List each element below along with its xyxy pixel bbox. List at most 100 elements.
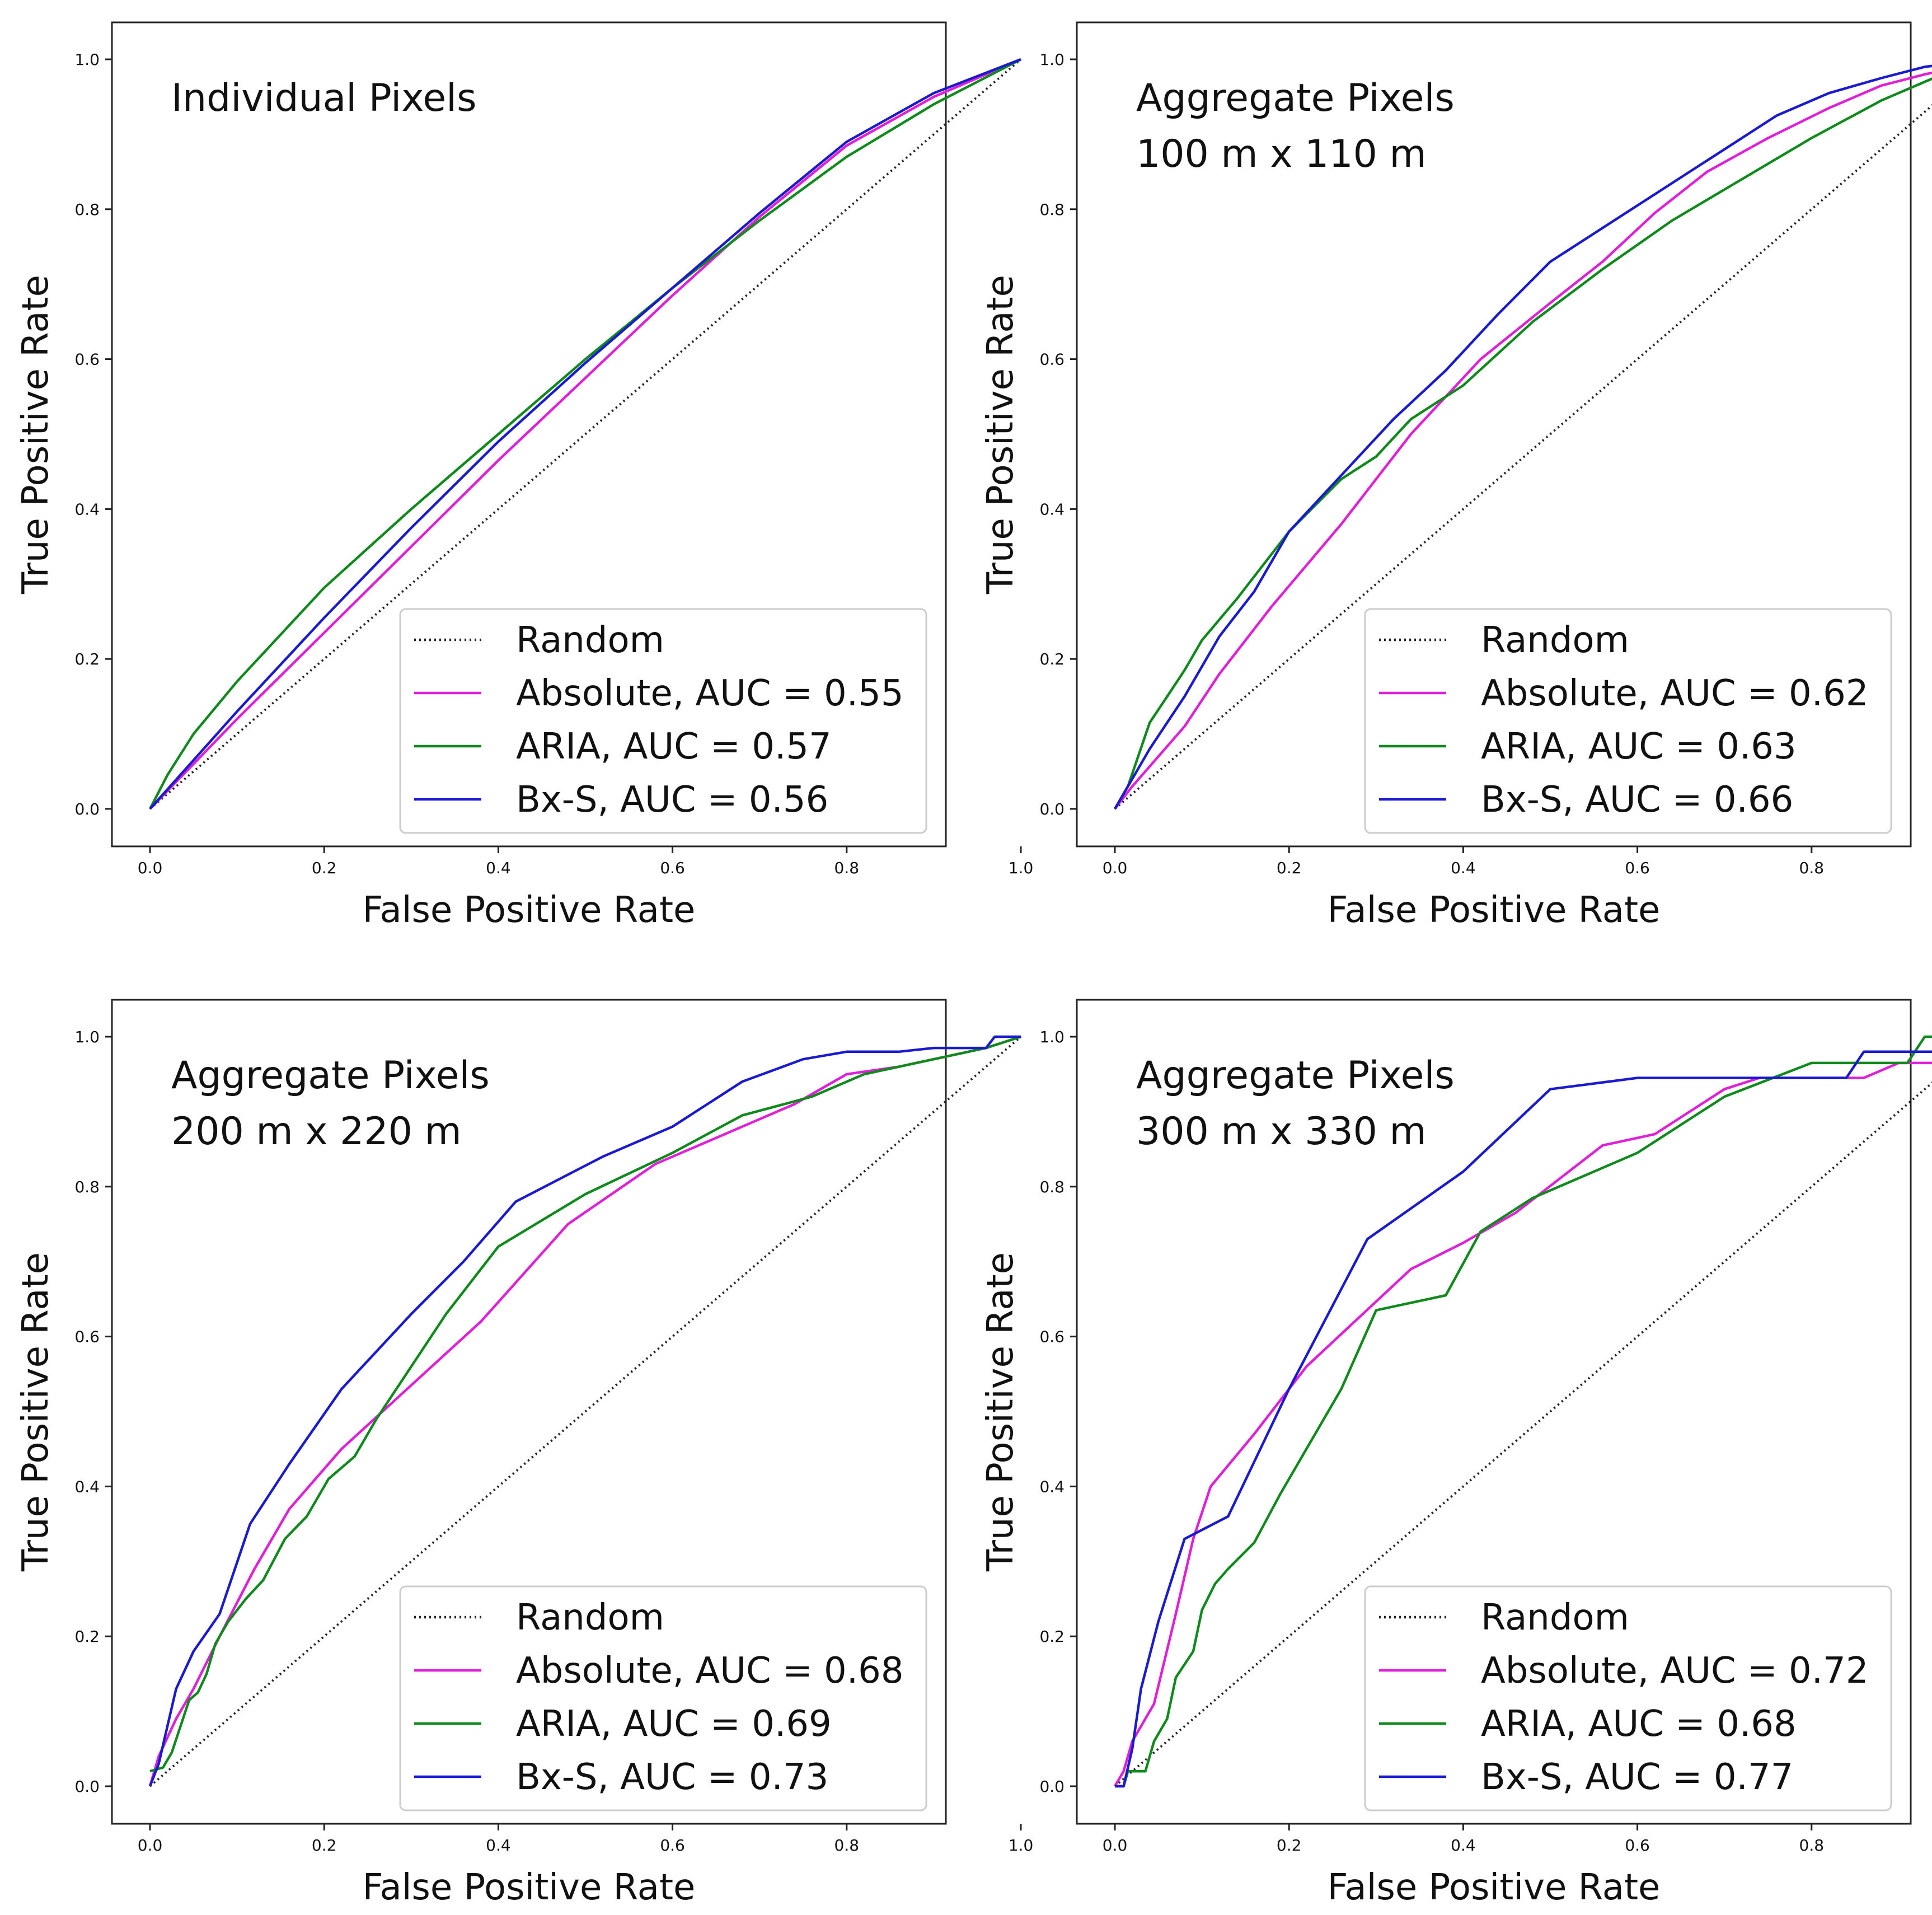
panel-subtitle: 100 m x 110 m <box>1136 132 1427 176</box>
y-tick-label: 1.0 <box>1039 50 1065 69</box>
panel-title: Aggregate Pixels <box>1136 76 1455 120</box>
series-line-bx-s <box>148 1035 1021 1787</box>
series-line-aria <box>149 58 1022 810</box>
legend-label: ARIA, AUC = 0.63 <box>1481 726 1797 767</box>
y-tick-label: 0.2 <box>1039 1627 1065 1646</box>
x-tick-label: 0.4 <box>486 859 511 877</box>
roc-panel-1: 0.0 0.2 0.4 0.6 0.8 1.0 0.0 0.2 0.4 0.6 0.8 1.0 Fals… <box>15 21 1034 931</box>
y-tick-label: 0.8 <box>1039 200 1065 219</box>
y-axis-label: True Positive Rate <box>15 1252 57 1572</box>
y-tick-label: 1.0 <box>1039 1028 1065 1046</box>
legend-label: Random <box>516 1597 664 1638</box>
series-line-aria <box>149 1035 1021 1773</box>
x-tick-label: 0.0 <box>138 859 163 877</box>
x-tick-label: 0.8 <box>834 859 860 877</box>
series-line-absolute <box>1114 1061 1932 1787</box>
x-tick-label: 0.8 <box>834 1836 860 1855</box>
panel-subtitle: 200 m x 220 m <box>171 1109 462 1154</box>
legend-box <box>399 608 927 834</box>
legend-label: Bx-S, AUC = 0.73 <box>516 1757 828 1798</box>
x-tick-label: 0.2 <box>312 859 337 877</box>
y-tick-label: 0.4 <box>1039 500 1065 518</box>
legend: Random Absolute, AUC = 0.68 ARIA, AUC = 0.… <box>399 1585 927 1811</box>
y-tick-label: 0.4 <box>74 1477 100 1496</box>
series-line-bx-s <box>1115 1050 1932 1788</box>
x-tick-label: 0.4 <box>486 1836 511 1855</box>
x-tick-label: 0.4 <box>1451 859 1476 877</box>
legend-box <box>1364 608 1892 834</box>
x-tick-label: 0.0 <box>1103 859 1128 877</box>
legend-label: ARIA, AUC = 0.57 <box>516 726 832 767</box>
series-line-random <box>149 1036 1022 1787</box>
legend-label: Absolute, AUC = 0.72 <box>1481 1650 1869 1692</box>
series-line-random <box>1114 1081 1932 1787</box>
legend-label: Absolute, AUC = 0.68 <box>516 1650 904 1692</box>
series-line-random <box>1114 104 1932 810</box>
y-tick-label: 0.2 <box>74 1627 100 1646</box>
legend-box <box>399 1585 927 1811</box>
x-tick-label: 0.0 <box>1103 1836 1128 1855</box>
y-tick-label: 0.0 <box>1039 1777 1065 1796</box>
series-line-bx-s <box>149 58 1021 810</box>
roc-panel-4: 0.0 0.2 0.4 0.6 0.8 1.0 0.0 0.2 0.4 0.6 0.8 1.0 Fals… <box>980 999 1932 1908</box>
series-line-aria <box>1115 1035 1932 1788</box>
x-tick-label: 1.0 <box>1009 1836 1034 1855</box>
panel-title: Aggregate Pixels <box>1136 1054 1455 1098</box>
y-tick-label: 0.6 <box>74 350 100 369</box>
y-axis-label: True Positive Rate <box>15 275 57 594</box>
legend: Random Absolute, AUC = 0.62 ARIA, AUC = 0.… <box>1364 608 1892 834</box>
x-tick-label: 0.6 <box>1625 1836 1650 1855</box>
y-tick-label: 0.8 <box>74 1178 100 1196</box>
plot-frame <box>111 21 947 848</box>
roc-panel-2: 0.0 0.2 0.4 0.6 0.8 1.0 0.0 0.2 0.4 0.6 0.8 1.0 Fals… <box>980 21 1932 931</box>
y-axis-label: True Positive Rate <box>980 275 1021 594</box>
x-tick-label: 0.2 <box>1277 859 1302 877</box>
legend-label: Random <box>516 620 664 661</box>
series-line-random <box>149 58 1022 810</box>
y-tick-label: 0.0 <box>1039 800 1065 818</box>
x-axis-label: False Positive Rate <box>363 889 696 931</box>
series-line-absolute <box>149 58 1021 810</box>
x-tick-label: 0.4 <box>1451 1836 1476 1855</box>
panel-title: Individual Pixels <box>171 76 477 120</box>
x-tick-label: 0.8 <box>1799 1836 1825 1855</box>
y-tick-label: 0.2 <box>74 650 100 668</box>
legend-label: ARIA, AUC = 0.68 <box>1481 1703 1797 1745</box>
x-tick-label: 0.6 <box>660 859 685 877</box>
legend-label: Random <box>1481 620 1629 661</box>
x-axis-label: False Positive Rate <box>1328 889 1661 931</box>
series-line-absolute <box>1114 71 1932 810</box>
x-tick-label: 0.0 <box>138 1836 163 1855</box>
roc-panel-3: 0.0 0.2 0.4 0.6 0.8 1.0 0.0 0.2 0.4 0.6 0.8 1.0 Fals… <box>15 999 1034 1908</box>
legend-label: Bx-S, AUC = 0.66 <box>1481 779 1793 821</box>
y-tick-label: 0.4 <box>1039 1477 1065 1496</box>
y-tick-label: 1.0 <box>74 1028 100 1046</box>
panel-subtitle: 300 m x 330 m <box>1136 1109 1427 1154</box>
x-tick-label: 0.2 <box>312 1836 337 1855</box>
x-tick-label: 0.8 <box>1799 859 1825 877</box>
legend-label: Bx-S, AUC = 0.77 <box>1481 1757 1793 1798</box>
x-tick-label: 0.6 <box>660 1836 685 1855</box>
y-tick-label: 0.6 <box>74 1328 100 1346</box>
plot-frame <box>1076 999 1912 1825</box>
x-tick-label: 0.6 <box>1625 859 1650 877</box>
y-tick-label: 1.0 <box>74 50 100 69</box>
series-line-aria <box>1114 77 1932 810</box>
y-tick-label: 0.8 <box>74 200 100 219</box>
y-tick-label: 0.6 <box>1039 1328 1065 1346</box>
x-axis-label: False Positive Rate <box>1328 1867 1661 1908</box>
series-line-bx-s <box>1114 64 1932 810</box>
y-tick-label: 0.2 <box>1039 650 1065 668</box>
y-tick-label: 0.0 <box>74 1777 100 1796</box>
x-axis-label: False Positive Rate <box>363 1867 696 1908</box>
panel-title: Aggregate Pixels <box>171 1054 490 1098</box>
y-tick-label: 0.4 <box>74 500 100 518</box>
legend-label: Absolute, AUC = 0.62 <box>1481 673 1869 714</box>
y-axis-label: True Positive Rate <box>980 1252 1021 1572</box>
legend-box <box>1364 1585 1892 1811</box>
x-tick-label: 0.2 <box>1277 1836 1302 1855</box>
legend-label: Absolute, AUC = 0.55 <box>516 673 904 714</box>
plot-frame <box>111 999 947 1825</box>
legend-label: ARIA, AUC = 0.69 <box>516 1703 832 1745</box>
x-tick-label: 1.0 <box>1009 859 1034 877</box>
